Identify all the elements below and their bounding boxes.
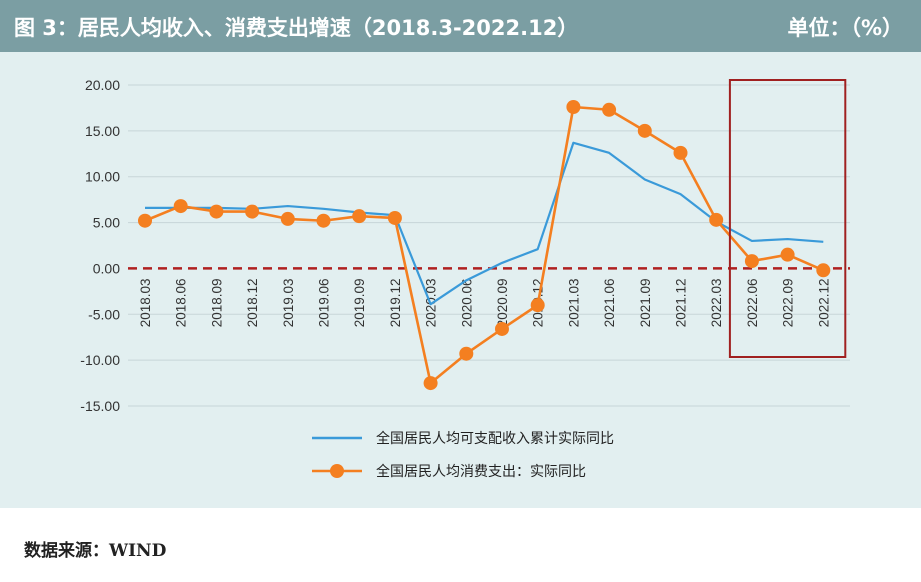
x-tick-label: 2019.06: [317, 278, 332, 327]
x-tick-label: 2022.09: [781, 278, 796, 327]
chart-area: 20.00 15.00 10.00 5.00 0.00 -5.00 -10.00 -15.00…: [0, 52, 921, 508]
x-tick-label: 2019.12: [388, 278, 403, 327]
legend-label-income: 全国居民人均可支配收入累计实际同比: [376, 430, 614, 447]
data-point: [138, 213, 152, 228]
data-point: [780, 247, 795, 262]
highlight-rect: [728, 79, 847, 358]
data-point: [352, 209, 367, 224]
y-tick-label: 5.00: [93, 215, 120, 231]
y-tick-label: 0.00: [93, 260, 120, 276]
data-point: [245, 204, 260, 219]
chart-title: 图 3：居民人均收入、消费支出增速（2018.3-2022.12）: [14, 16, 579, 40]
data-point: [673, 145, 688, 160]
data-point: [602, 102, 617, 117]
x-tick-label: 2021.12: [674, 278, 689, 327]
x-tick-label: 2021.06: [602, 278, 617, 327]
y-tick-label: -15.00: [80, 398, 120, 414]
y-tick-label: 20.00: [85, 77, 120, 93]
x-tick-label: 2022.12: [816, 278, 831, 327]
highlight-box: [728, 79, 847, 358]
y-tick-label: -10.00: [80, 352, 120, 368]
y-tick-label: 15.00: [85, 123, 120, 139]
x-axis: 2018.03 2018.06 2018.09 2018.12 2019.03 2019.…: [138, 278, 831, 327]
x-tick-label: 2019.09: [352, 278, 367, 327]
x-tick-label: 2020.09: [495, 278, 510, 327]
data-point: [744, 254, 759, 269]
y-axis: 20.00 15.00 10.00 5.00 0.00 -5.00 -10.00 -15.00: [80, 77, 120, 414]
y-tick-label: -5.00: [88, 306, 120, 322]
data-point: [495, 321, 509, 336]
x-tick-label: 2022.06: [745, 278, 760, 327]
x-tick-label: 2020.06: [459, 278, 474, 327]
series-line-2: [144, 105, 824, 385]
data-point: [316, 213, 331, 228]
x-tick-label: 2018.06: [174, 278, 189, 327]
x-tick-label: 2022.03: [709, 278, 724, 327]
data-point: [423, 376, 438, 391]
x-tick-label: 2018.09: [209, 278, 224, 327]
data-point: [209, 204, 224, 219]
line-chart: 20.00 15.00 10.00 5.00 0.00 -5.00 -10.00 -15.00…: [80, 77, 850, 480]
data-point: [637, 123, 652, 138]
unit-label: 单位：（%）: [787, 16, 903, 40]
x-tick-label: 2021.09: [638, 278, 653, 327]
gridlines: [128, 84, 850, 407]
chart-header: 图 3：居民人均收入、消费支出增速（2018.3-2022.12） 单位：（%）: [0, 0, 921, 52]
data-point: [387, 210, 402, 225]
data-source-note: 数据来源：WIND: [24, 541, 167, 561]
x-tick-label: 2018.03: [138, 278, 153, 327]
data-point: [459, 346, 474, 361]
data-point: [280, 211, 295, 226]
y-tick-label: 10.00: [85, 169, 120, 185]
legend-label-consumption: 全国居民人均消费支出：实际同比: [376, 463, 586, 480]
x-tick-label: 2021.03: [566, 278, 581, 327]
data-point: [173, 199, 188, 214]
data-point: [709, 212, 724, 227]
data-point: [566, 100, 581, 115]
legend-marker-consumption: [330, 464, 344, 478]
series: [138, 100, 831, 391]
data-point: [530, 298, 545, 313]
x-tick-label: 2018.12: [245, 278, 260, 327]
data-point: [816, 263, 831, 278]
x-tick-label: 2019.03: [281, 278, 296, 327]
